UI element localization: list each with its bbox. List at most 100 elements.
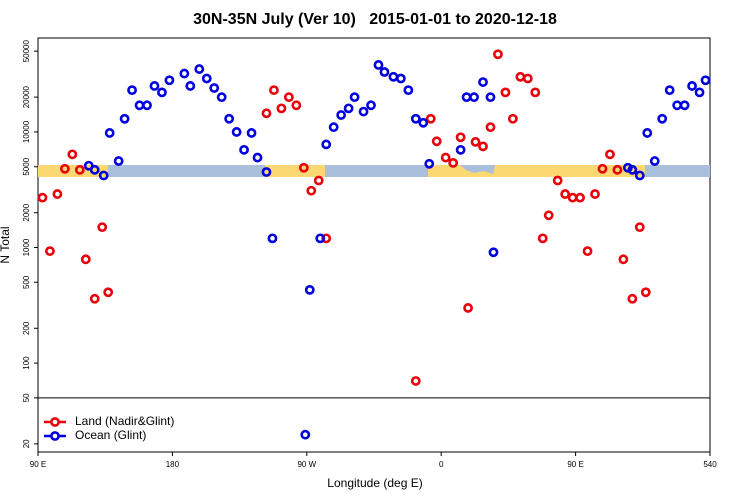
point	[89, 293, 100, 304]
point	[179, 68, 190, 79]
point	[424, 158, 435, 169]
point	[493, 49, 503, 60]
point	[485, 122, 496, 133]
point	[403, 85, 414, 96]
point	[425, 113, 436, 124]
point	[304, 284, 315, 295]
point	[313, 175, 324, 186]
point	[336, 110, 347, 120]
point	[283, 92, 294, 103]
point	[478, 141, 488, 152]
point	[149, 81, 160, 91]
point	[157, 87, 167, 98]
point	[142, 100, 152, 111]
point	[537, 233, 548, 244]
point	[267, 233, 278, 244]
point	[500, 87, 511, 98]
point	[89, 164, 100, 175]
point	[469, 92, 479, 103]
point	[74, 164, 85, 175]
legend-label: Land (Nadir&Glint)	[75, 414, 174, 428]
point	[45, 246, 55, 257]
point	[582, 246, 593, 257]
y-tick-label: 100	[22, 356, 31, 370]
point	[216, 92, 227, 103]
y-tick-label: 50	[22, 393, 31, 402]
series	[83, 60, 711, 440]
point	[261, 108, 272, 119]
ocean-strip	[325, 165, 428, 177]
legend-label: Ocean (Glint)	[75, 428, 146, 442]
point	[470, 137, 481, 147]
point	[618, 254, 629, 265]
point	[664, 85, 675, 96]
point	[522, 73, 533, 84]
y-tick-label: 500	[22, 275, 31, 289]
point	[185, 81, 196, 91]
point	[349, 92, 360, 103]
land-strip	[265, 165, 325, 177]
plot-frame	[37, 37, 711, 453]
point	[552, 175, 563, 186]
point	[515, 71, 526, 82]
y-tick-label: 5000	[22, 157, 31, 175]
point	[431, 136, 442, 147]
y-tick-label: 200	[22, 321, 31, 335]
point	[164, 75, 175, 86]
point	[448, 157, 459, 168]
point	[321, 139, 332, 150]
ocean-strip	[460, 165, 495, 174]
point	[246, 128, 257, 138]
point	[269, 85, 279, 96]
point	[634, 222, 645, 233]
x-tick-label: 180	[166, 460, 180, 469]
land-ocean-strip	[38, 165, 710, 177]
point	[103, 287, 114, 298]
point	[575, 192, 585, 203]
point	[300, 429, 311, 440]
point	[640, 287, 651, 298]
point	[224, 113, 235, 124]
point	[679, 100, 690, 111]
point	[560, 189, 571, 199]
point	[328, 122, 339, 133]
land-strip	[428, 165, 645, 177]
point	[485, 92, 496, 103]
x-tick-label: 0	[439, 460, 444, 469]
point	[418, 117, 429, 128]
point	[410, 113, 421, 124]
point	[612, 164, 623, 175]
point	[455, 132, 466, 143]
point	[119, 113, 130, 124]
point	[455, 144, 466, 155]
point	[298, 162, 309, 173]
point	[59, 163, 70, 174]
point	[358, 106, 369, 117]
point	[440, 152, 451, 163]
y-tick-label: 20000	[22, 85, 31, 108]
point	[113, 156, 124, 166]
point	[306, 185, 317, 196]
y-tick-label: 10000	[22, 120, 31, 143]
x-tick-label: 90 E	[30, 460, 46, 469]
point	[134, 100, 145, 111]
point	[209, 83, 220, 93]
point	[634, 170, 645, 181]
y-tick-label: 2000	[22, 203, 31, 221]
point	[104, 128, 115, 138]
point	[239, 144, 249, 155]
point	[597, 163, 608, 174]
point	[98, 170, 109, 181]
point	[463, 303, 473, 313]
point	[478, 77, 488, 87]
point	[127, 85, 137, 96]
ocean-strip	[645, 165, 710, 177]
x-tick-label: 90 E	[567, 460, 583, 469]
point	[261, 167, 272, 177]
point	[687, 81, 697, 91]
point	[201, 73, 212, 84]
point	[343, 103, 354, 114]
ocean-strip	[108, 165, 265, 177]
x-tick-label: 540	[703, 460, 717, 469]
point	[366, 100, 376, 111]
